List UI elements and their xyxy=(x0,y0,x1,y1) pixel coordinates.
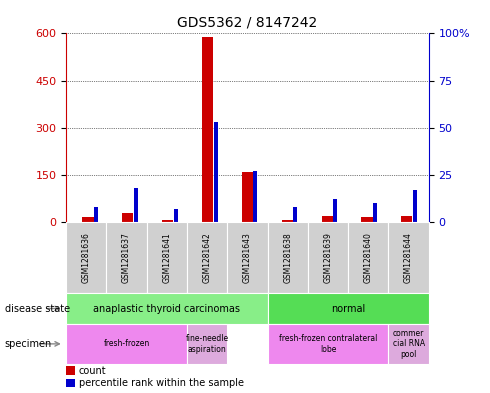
Text: specimen: specimen xyxy=(5,339,52,349)
Bar xyxy=(242,172,253,222)
Text: GSM1281639: GSM1281639 xyxy=(323,232,333,283)
Bar xyxy=(401,216,413,222)
Bar xyxy=(253,171,257,222)
Text: fresh-frozen: fresh-frozen xyxy=(103,340,150,348)
Text: normal: normal xyxy=(331,303,366,314)
Bar xyxy=(333,199,337,222)
Title: GDS5362 / 8147242: GDS5362 / 8147242 xyxy=(177,15,318,29)
Bar xyxy=(82,217,94,222)
Bar xyxy=(202,37,213,222)
Bar xyxy=(413,190,417,222)
Text: GSM1281644: GSM1281644 xyxy=(404,232,413,283)
Bar xyxy=(134,188,138,222)
Text: GSM1281642: GSM1281642 xyxy=(203,232,212,283)
Bar xyxy=(321,216,333,222)
Bar xyxy=(122,213,133,222)
Text: disease state: disease state xyxy=(5,303,70,314)
Bar xyxy=(294,207,297,222)
Text: fine-needle
aspiration: fine-needle aspiration xyxy=(186,334,229,354)
Text: anaplastic thyroid carcinomas: anaplastic thyroid carcinomas xyxy=(94,303,241,314)
Text: commer
cial RNA
pool: commer cial RNA pool xyxy=(392,329,425,359)
Bar xyxy=(214,122,218,222)
Text: GSM1281643: GSM1281643 xyxy=(243,232,252,283)
Text: GSM1281638: GSM1281638 xyxy=(283,232,292,283)
Text: GSM1281637: GSM1281637 xyxy=(122,232,131,283)
Bar xyxy=(362,217,372,222)
Text: percentile rank within the sample: percentile rank within the sample xyxy=(79,378,244,388)
Bar xyxy=(373,203,377,222)
Bar xyxy=(94,207,98,222)
Text: GSM1281636: GSM1281636 xyxy=(82,232,91,283)
Text: fresh-frozen contralateral
lobe: fresh-frozen contralateral lobe xyxy=(279,334,377,354)
Bar xyxy=(282,220,293,222)
Text: count: count xyxy=(79,365,106,376)
Text: GSM1281640: GSM1281640 xyxy=(364,232,373,283)
Bar xyxy=(174,209,178,222)
Text: GSM1281641: GSM1281641 xyxy=(162,232,171,283)
Bar xyxy=(162,220,173,222)
